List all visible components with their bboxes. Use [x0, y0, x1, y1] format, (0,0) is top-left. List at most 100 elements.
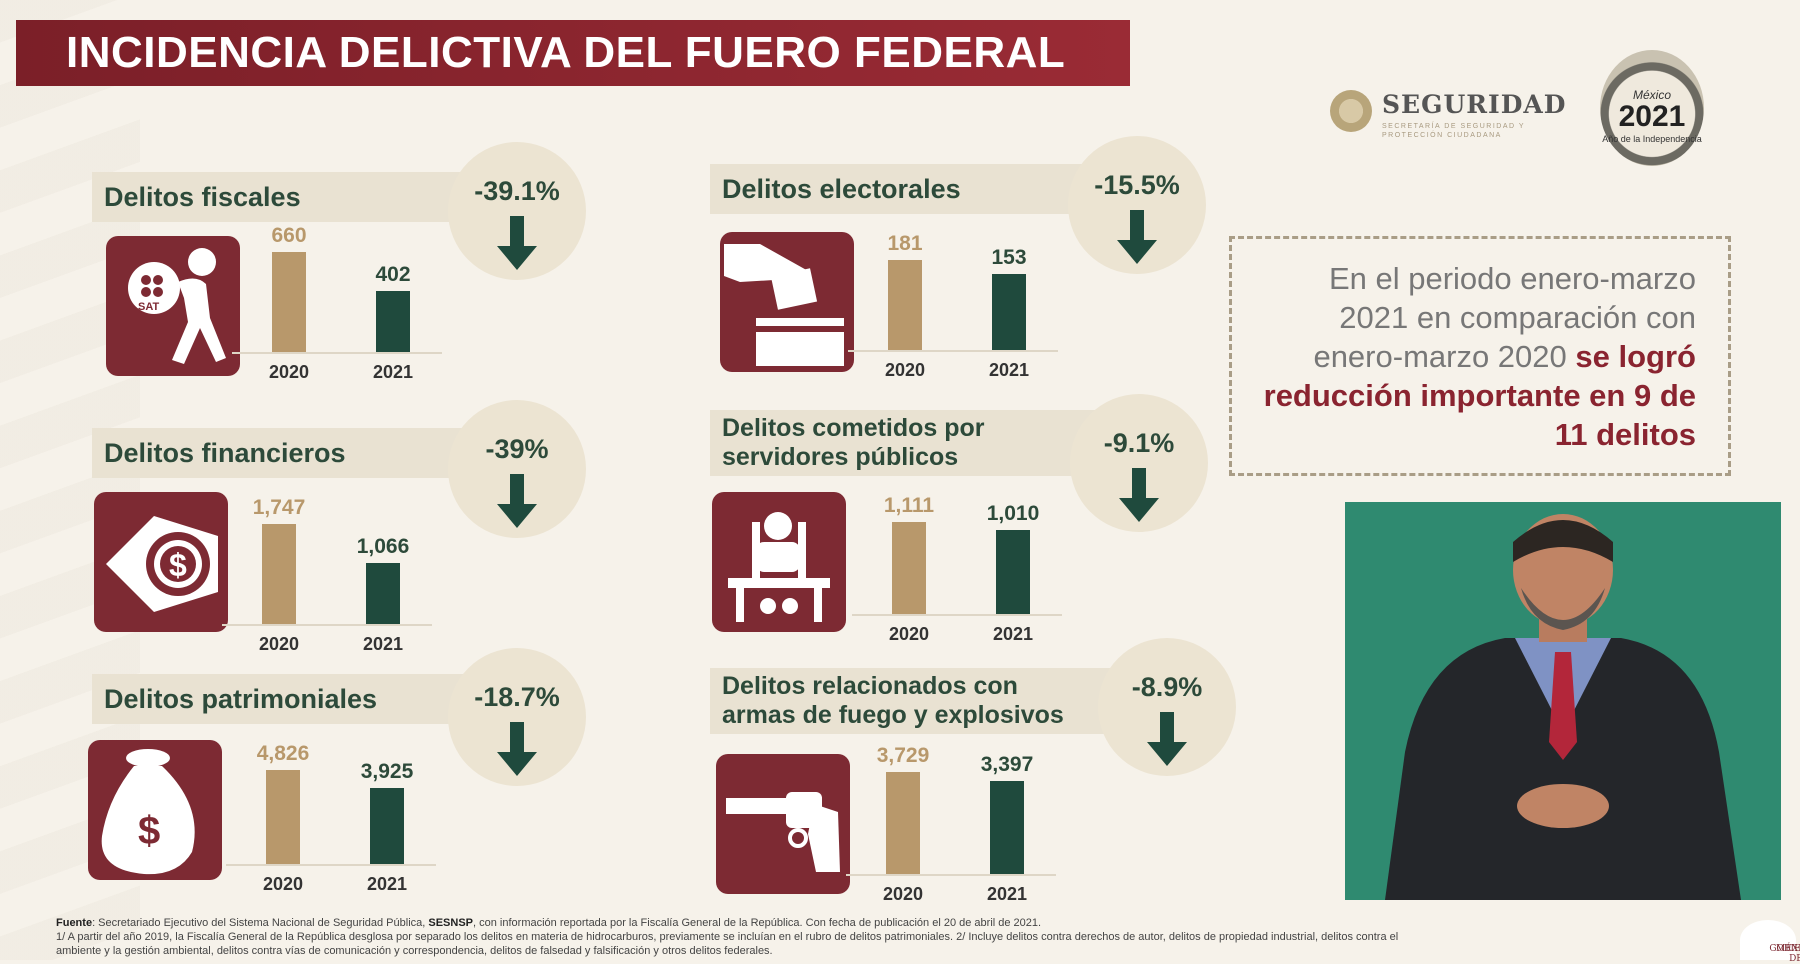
percent-badge: -39.1%: [448, 142, 586, 280]
bar-2021: [996, 530, 1030, 614]
chart-baseline: [848, 350, 1058, 352]
crime-label: Delitos cometidos por servidores público…: [710, 410, 1120, 476]
value-2020: 1,111: [883, 494, 935, 517]
summary-text: En el periodo enero-marzo 2021 en compar…: [1313, 261, 1696, 374]
value-2020: 660: [271, 224, 307, 247]
seguridad-subtitle: SECRETARÍA DE SEGURIDAD Y PROTECCIÓN CIU…: [1382, 123, 1525, 139]
year-label-2020: 2020: [884, 360, 926, 380]
crime-label: Delitos fiscales: [92, 172, 472, 222]
bar-2020: [886, 772, 920, 874]
bar-2020: [266, 770, 300, 864]
percent-badge: -39%: [448, 400, 586, 538]
down-arrow-icon: [1119, 468, 1159, 522]
footer-source-text: : Secretariado Ejecutivo del Sistema Nac…: [92, 917, 426, 929]
footer-notes: Fuente: Secretariado Ejecutivo del Siste…: [56, 916, 1656, 958]
chart-baseline: [222, 624, 432, 626]
footer-sesnsp: SESNSP: [428, 917, 474, 929]
value-2021: 153: [991, 245, 1027, 269]
bar-2020: [892, 522, 926, 614]
value-2021: 402: [375, 263, 411, 287]
crime-label-line-1: Delitos cometidos por: [722, 414, 985, 442]
ballot-box-icon: [720, 232, 854, 372]
percent-change: -9.1%: [1103, 428, 1175, 458]
down-arrow-icon: [497, 722, 537, 776]
year-label-2020: 2020: [882, 884, 924, 904]
percent-change: -8.9%: [1131, 672, 1203, 702]
bar-2020: [888, 260, 922, 350]
chart-baseline: [846, 874, 1056, 876]
sign-language-interpreter-video: [1345, 502, 1781, 900]
percent-badge: -9.1%: [1070, 394, 1208, 532]
thief-with-sat-bag-icon: SAT: [106, 236, 240, 376]
svg-text:$: $: [138, 809, 160, 853]
year-label-2021: 2021: [366, 874, 408, 894]
crime-label: Delitos patrimoniales: [92, 674, 472, 724]
down-arrow-icon: [1117, 210, 1157, 264]
chart-baseline: [852, 614, 1062, 616]
money-bag-icon: $: [88, 740, 222, 880]
page-title: INCIDENCIA DELICTIVA DEL FUERO FEDERAL: [16, 20, 1130, 86]
footer-source-rest: , con información reportada por la Fisca…: [473, 917, 1042, 929]
crime-card-electorales: Delitos electorales -15.5%: [710, 136, 1250, 404]
crime-card-patrimoniales: Delitos patrimoniales -18.7% $: [88, 648, 632, 914]
percent-change: -39.1%: [474, 176, 560, 206]
year-label-2020: 2020: [262, 874, 304, 894]
bar-2021: [990, 781, 1024, 874]
crime-label-line-2: servidores públicos: [722, 443, 959, 471]
footer-note-2: ambiente y la gestión ambiental, delitos…: [56, 945, 773, 957]
national-seal-icon: [1330, 90, 1372, 132]
crime-card-armas: Delitos relacionados con armas de fuego …: [710, 638, 1250, 908]
year-label-2020: 2020: [268, 362, 310, 382]
seguridad-name: SEGURIDAD: [1382, 90, 1567, 119]
gob-line-2: MÉXICO: [1775, 944, 1800, 954]
percent-badge: -15.5%: [1068, 136, 1206, 274]
bar-2020: [262, 524, 296, 624]
gobierno-de-mexico-logo: GOBIERNO DEMÉXICO: [1740, 920, 1800, 964]
revolver-icon: [716, 754, 850, 894]
money-eye-icon: $: [94, 492, 228, 632]
down-arrow-icon: [497, 474, 537, 528]
value-2021: 1,066: [356, 534, 410, 558]
bar-2021: [366, 562, 400, 624]
year-label-2021: 2021: [362, 634, 404, 654]
bar-2021: [376, 291, 410, 352]
down-arrow-icon: [497, 216, 537, 270]
interpreter-figure: [1385, 514, 1741, 900]
chart-baseline: [232, 352, 442, 354]
crime-label: Delitos relacionados con armas de fuego …: [710, 668, 1110, 734]
footer-source-label: Fuente: [56, 917, 93, 929]
year-label-2021: 2021: [986, 884, 1028, 904]
down-arrow-icon: [1147, 712, 1187, 766]
percent-badge: -8.9%: [1098, 638, 1236, 776]
percent-badge: -18.7%: [448, 648, 586, 786]
value-2021: 3,925: [360, 759, 414, 783]
value-2020: 4,826: [256, 742, 310, 765]
value-2020: 1,747: [252, 496, 306, 519]
bar-2021: [370, 787, 404, 864]
crime-card-servidores: Delitos cometidos por servidores público…: [710, 394, 1250, 650]
crime-label: Delitos financieros: [92, 428, 472, 478]
seguridad-logo: SEGURIDAD SECRETARÍA DE SEGURIDAD Y PROT…: [1330, 86, 1570, 146]
public-servant-desk-icon: [712, 492, 846, 632]
value-2020: 181: [887, 232, 923, 255]
year-label-2020: 2020: [888, 624, 930, 644]
crime-card-fiscales: Delitos fiscales -39.1% SAT: [92, 142, 632, 412]
crime-label: Delitos electorales: [710, 164, 1090, 214]
crime-card-financieros: Delitos financieros -39% $: [92, 400, 632, 668]
bar-2020: [272, 252, 306, 352]
year-label-2020: 2020: [258, 634, 300, 654]
gob-line-1: GOBIERNO DE: [1769, 944, 1800, 964]
value-2021: 1,010: [986, 502, 1040, 526]
mexico-2021-badge: México 2021 Año de la Independencia: [1600, 50, 1704, 166]
year-label-2021: 2021: [372, 362, 414, 382]
percent-change: -39%: [485, 434, 549, 464]
svg-text:SAT: SAT: [138, 301, 159, 313]
footer-note-1: 1/ A partir del año 2019, la Fiscalía Ge…: [56, 931, 1399, 943]
chart-baseline: [226, 864, 436, 866]
badge-line-2: 2021: [1618, 100, 1686, 133]
summary-box: En el periodo enero-marzo 2021 en compar…: [1229, 236, 1731, 476]
percent-change: -18.7%: [474, 682, 560, 712]
crime-label-line-1: Delitos relacionados con: [722, 672, 1018, 700]
year-label-2021: 2021: [988, 360, 1030, 380]
crime-label-line-2: armas de fuego y explosivos: [722, 701, 1064, 729]
